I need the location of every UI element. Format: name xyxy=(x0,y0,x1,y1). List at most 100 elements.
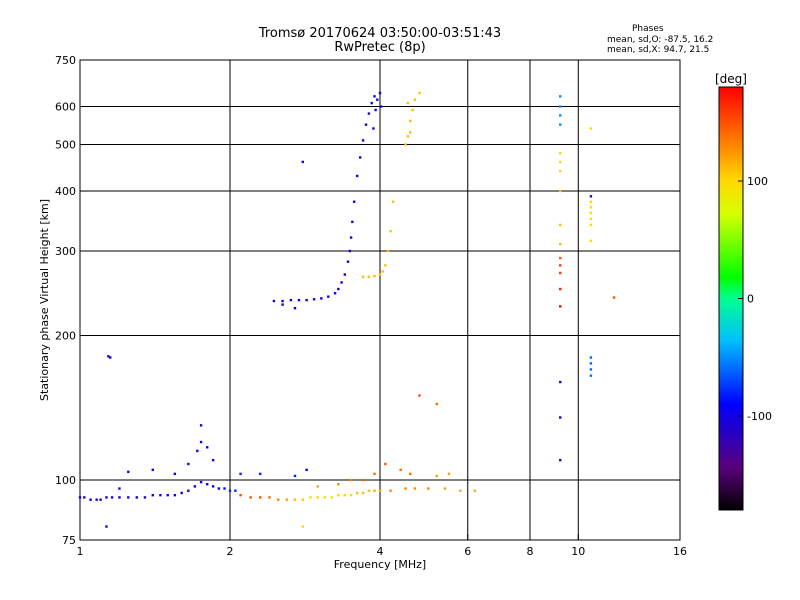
phases-title: Phases xyxy=(632,24,664,34)
data-point xyxy=(559,264,562,267)
data-point xyxy=(349,493,353,497)
data-point xyxy=(376,98,379,101)
data-point xyxy=(316,485,319,488)
data-point xyxy=(239,472,242,476)
data-point xyxy=(289,298,293,302)
axis-ticks xyxy=(79,59,681,541)
data-point xyxy=(351,220,354,224)
data-point xyxy=(389,489,392,492)
data-point xyxy=(187,489,190,492)
data-point xyxy=(589,368,593,371)
data-point xyxy=(559,242,562,246)
y-axis-title: Stationary phase Virtual Height [km] xyxy=(38,199,51,401)
data-point xyxy=(95,498,98,501)
data-point xyxy=(384,264,387,267)
data-point xyxy=(559,305,562,308)
data-point xyxy=(589,127,593,130)
data-point xyxy=(187,462,190,466)
data-point xyxy=(559,151,562,155)
data-point xyxy=(559,287,562,291)
data-point xyxy=(143,496,147,499)
data-point xyxy=(589,217,593,221)
data-point xyxy=(418,91,421,95)
data-point xyxy=(297,298,301,302)
data-point xyxy=(589,374,593,377)
data-point xyxy=(217,487,221,490)
data-point xyxy=(447,472,451,476)
data-point xyxy=(361,275,365,279)
x-tick-label: 6 xyxy=(464,545,471,558)
data-point xyxy=(411,108,414,112)
data-point xyxy=(404,487,407,490)
data-point xyxy=(352,200,356,203)
data-point xyxy=(159,493,162,497)
data-point xyxy=(459,489,462,492)
data-point xyxy=(348,249,352,253)
data-point xyxy=(409,472,412,476)
data-point xyxy=(118,496,121,499)
data-point xyxy=(370,101,373,105)
x-axis-title: Frequency [MHz] xyxy=(334,558,426,571)
data-point xyxy=(559,105,562,108)
data-point xyxy=(127,496,130,499)
data-point xyxy=(361,491,365,495)
data-point xyxy=(559,114,562,117)
data-point xyxy=(355,491,359,495)
data-point xyxy=(391,200,395,203)
data-point xyxy=(323,496,327,499)
data-point xyxy=(285,498,288,501)
data-point xyxy=(559,256,562,260)
y-tick-label: 500 xyxy=(55,139,76,152)
x-tick-label: 2 xyxy=(227,545,234,558)
data-point xyxy=(559,169,562,173)
data-point xyxy=(589,356,593,359)
data-point xyxy=(379,105,383,108)
chart-title-line2: RwPretec (8p) xyxy=(334,40,426,55)
data-point xyxy=(199,424,203,427)
data-point xyxy=(559,271,562,275)
data-point xyxy=(364,123,368,126)
data-point xyxy=(199,480,203,484)
data-point xyxy=(228,489,232,492)
data-point xyxy=(367,112,371,115)
data-point xyxy=(378,489,382,492)
data-point xyxy=(409,131,412,134)
y-tick-label: 600 xyxy=(55,101,76,114)
data-point xyxy=(406,135,410,138)
data-point xyxy=(305,298,308,302)
axis-labels: 1 2 4 6 8 10 16 75 100 200 300 400 500 600 750 Frequenc… xyxy=(38,54,687,571)
data-point xyxy=(205,446,209,449)
data-point xyxy=(316,496,319,499)
data-point xyxy=(373,274,376,278)
data-point xyxy=(309,496,312,499)
data-point xyxy=(559,189,562,193)
data-point xyxy=(589,195,593,198)
data-point xyxy=(89,498,92,501)
data-point xyxy=(151,468,155,472)
data-point xyxy=(105,496,108,499)
data-point xyxy=(406,101,410,105)
data-point xyxy=(589,206,593,209)
data-point xyxy=(404,143,407,146)
data-point xyxy=(559,380,562,384)
data-point xyxy=(166,493,169,497)
data-point xyxy=(105,525,108,528)
data-point xyxy=(340,281,343,284)
data-point xyxy=(413,98,417,101)
data-point xyxy=(381,270,384,273)
x-tick-label: 1 xyxy=(77,545,84,558)
data-point xyxy=(384,462,387,466)
y-tick-label: 100 xyxy=(55,474,76,487)
data-point xyxy=(320,297,323,300)
data-point xyxy=(99,498,102,501)
gridlines xyxy=(80,60,680,540)
data-point xyxy=(559,95,562,98)
colorbar-tick-label: 100 xyxy=(747,175,768,188)
y-tick-label: 200 xyxy=(55,330,76,343)
data-point xyxy=(281,303,284,306)
x-tick-label: 16 xyxy=(673,545,687,558)
data-point xyxy=(337,483,340,486)
data-point xyxy=(268,496,271,499)
phases-x-stats: mean, sd,X: 94.7, 21.5 xyxy=(607,45,710,55)
data-point xyxy=(259,472,262,476)
